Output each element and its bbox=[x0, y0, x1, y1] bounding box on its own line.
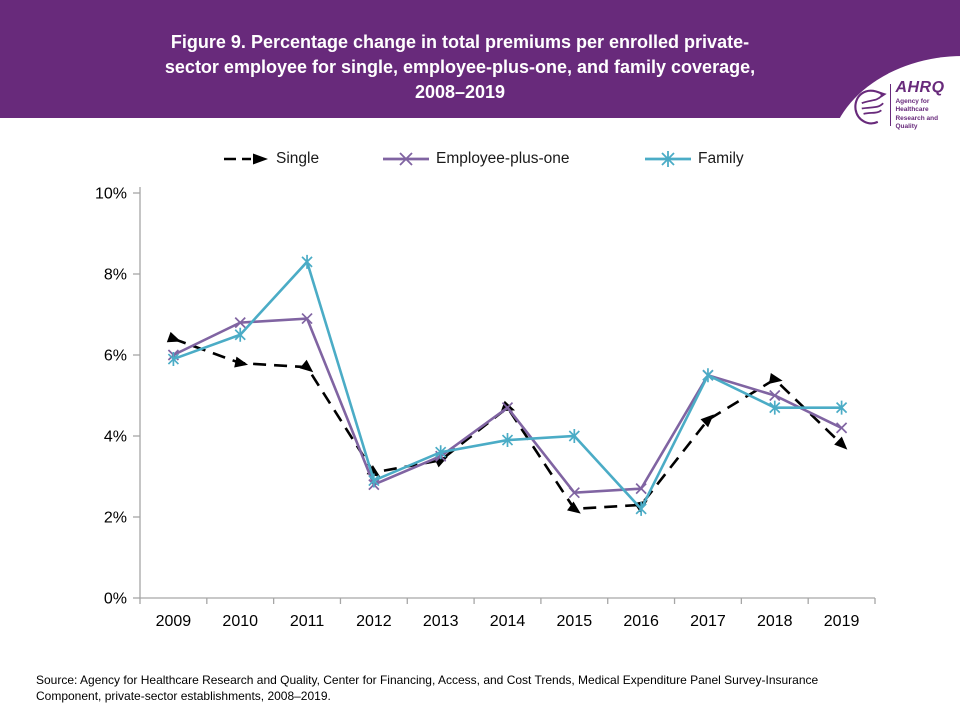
x-axis-tick-label: 2018 bbox=[757, 613, 793, 630]
employee-plus-one-line-marker-icon bbox=[383, 152, 429, 166]
marker-asterisk-family bbox=[435, 445, 447, 460]
legend-item-family: Family bbox=[645, 148, 744, 170]
marker-triangle-single bbox=[166, 331, 181, 343]
marker-asterisk-family bbox=[835, 400, 848, 415]
marker-asterisk-family bbox=[702, 368, 714, 383]
ahrq-logo: AHRQ Agency for Healthcare Research and … bbox=[852, 79, 960, 130]
marker-triangle-single bbox=[700, 414, 714, 428]
header-band: Figure 9. Percentage change in total pre… bbox=[0, 0, 960, 118]
x-axis-tick-label: 2010 bbox=[222, 613, 258, 630]
logo-divider bbox=[889, 84, 892, 126]
figure-title: Figure 9. Percentage change in total pre… bbox=[80, 30, 840, 105]
x-axis-tick-label: 2014 bbox=[490, 613, 526, 630]
x-axis-tick-label: 2011 bbox=[290, 613, 325, 630]
marker-asterisk-family bbox=[568, 429, 580, 443]
single-line-marker-icon bbox=[224, 153, 268, 165]
marker-asterisk-family bbox=[234, 327, 246, 342]
y-axis-tick-label: 2% bbox=[104, 510, 127, 527]
x-axis-tick-label: 2016 bbox=[623, 613, 659, 630]
y-axis-tick-label: 4% bbox=[104, 429, 127, 446]
figure-title-line-3: 2008–2019 bbox=[414, 82, 506, 102]
y-axis-tick-label: 10% bbox=[95, 186, 127, 203]
source-note: Source: Agency for Healthcare Research a… bbox=[36, 673, 819, 703]
legend-label-employee-plus-one: Employee-plus-one bbox=[436, 150, 570, 167]
legend-label-family: Family bbox=[698, 150, 744, 167]
legend-item-single: Single bbox=[223, 148, 319, 170]
marker-asterisk-family bbox=[635, 501, 647, 516]
y-axis-tick-label: 0% bbox=[104, 591, 127, 608]
series-line-single bbox=[172, 337, 843, 511]
y-axis-tick-label: 6% bbox=[104, 348, 127, 365]
y-axis-tick-label: 8% bbox=[104, 267, 127, 284]
x-axis-tick-label: 2013 bbox=[423, 613, 459, 630]
marker-asterisk-family bbox=[167, 352, 180, 367]
figure-title-line-2: sector employee for single, employee-plu… bbox=[164, 57, 756, 77]
marker-asterisk-family bbox=[368, 473, 380, 488]
marker-x-employee-plus-one bbox=[234, 316, 246, 329]
marker-triangle-single bbox=[234, 356, 249, 368]
figure-title-line-1: Figure 9. Percentage change in total pre… bbox=[170, 32, 750, 52]
marker-triangle-single bbox=[834, 436, 848, 450]
x-axis-tick-label: 2019 bbox=[824, 613, 860, 630]
marker-x-employee-plus-one bbox=[568, 487, 580, 499]
marker-triangle-single bbox=[567, 501, 581, 514]
marker-asterisk-family bbox=[301, 254, 313, 269]
legend-label-single: Single bbox=[276, 150, 320, 167]
x-axis-tick-label: 2017 bbox=[690, 613, 726, 630]
ahrq-tagline-line-1: Agency for Healthcare bbox=[895, 98, 930, 113]
premium-change-line-chart: 0% 2% 4% 6% 8% 10% 2009 2010 2011 2012 2013 2014 201… bbox=[95, 186, 876, 630]
x-axis-tick-label: 2015 bbox=[557, 613, 593, 630]
marker-asterisk-family bbox=[501, 433, 514, 448]
marker-x-employee-plus-one bbox=[635, 483, 647, 495]
marker-x-employee-plus-one bbox=[835, 422, 848, 434]
family-line-marker-icon bbox=[645, 151, 691, 167]
hhs-eagle-icon bbox=[854, 89, 887, 125]
marker-x-employee-plus-one bbox=[769, 389, 781, 402]
marker-triangle-single bbox=[299, 359, 314, 373]
ahrq-tagline-line-2: Research and Quality bbox=[895, 115, 939, 130]
legend-item-employee-plus-one: Employee-plus-one bbox=[383, 148, 570, 170]
marker-x-employee-plus-one bbox=[301, 312, 313, 325]
x-axis-tick-label: 2009 bbox=[156, 613, 192, 630]
marker-triangle-single bbox=[768, 372, 783, 384]
marker-asterisk-family bbox=[769, 400, 781, 415]
x-axis-tick-label: 2012 bbox=[356, 613, 392, 630]
marker-x-employee-plus-one bbox=[501, 402, 514, 414]
ahrq-wordmark: AHRQ bbox=[895, 79, 945, 96]
